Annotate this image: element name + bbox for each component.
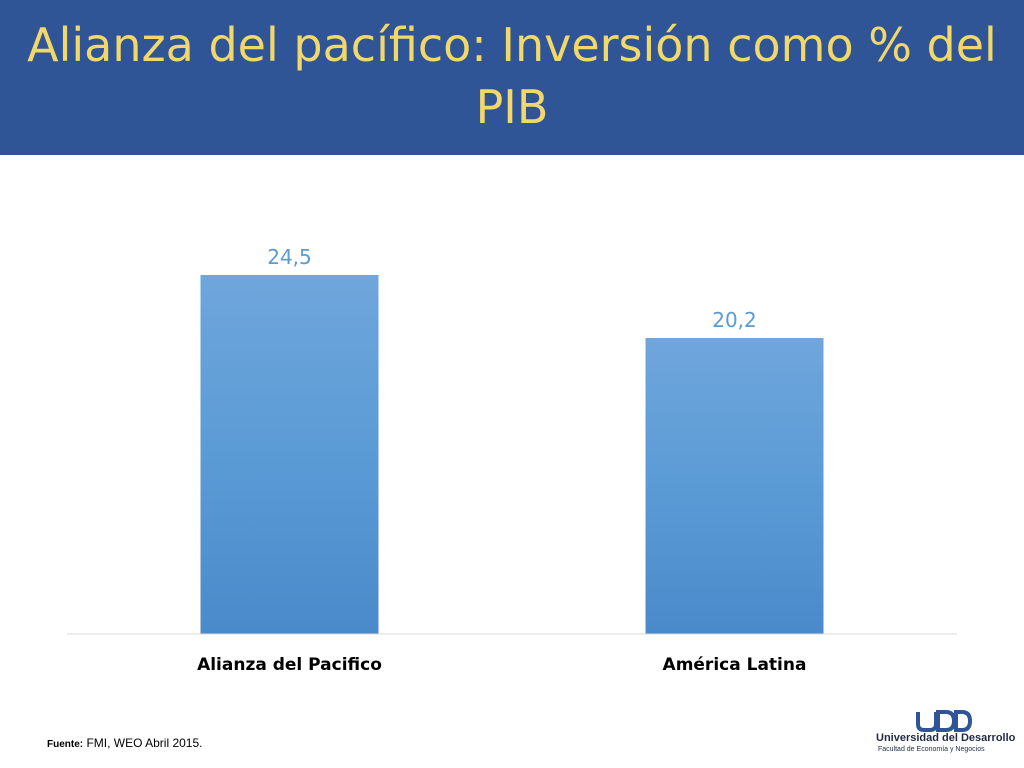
category-label-1: Alianza del Pacifico xyxy=(197,655,382,675)
bar-chart: 24,5 Alianza del Pacifico 20,2 América Lati… xyxy=(67,245,957,675)
category-label-2: América Latina xyxy=(663,655,807,675)
source-note: Fuente: FMI, WEO Abril 2015. xyxy=(47,736,202,750)
faculty-name: Facultad de Economía y Negocios xyxy=(878,746,985,753)
bar-2 xyxy=(645,338,824,634)
source-text: FMI, WEO Abril 2015. xyxy=(83,736,203,750)
data-label-1: 24,5 xyxy=(267,245,312,269)
page-title: Alianza del pacífico: Inversión como % d… xyxy=(27,18,997,134)
udd-logo-mark xyxy=(916,710,972,732)
bar-1 xyxy=(200,275,379,634)
udd-logo: Universidad del Desarrollo Facultad de E… xyxy=(876,706,1016,756)
source-label: Fuente: xyxy=(47,739,84,750)
university-name: Universidad del Desarrollo xyxy=(876,732,1016,744)
data-label-2: 20,2 xyxy=(712,308,757,332)
title-banner: Alianza del pacífico: Inversión como % d… xyxy=(0,0,1024,155)
